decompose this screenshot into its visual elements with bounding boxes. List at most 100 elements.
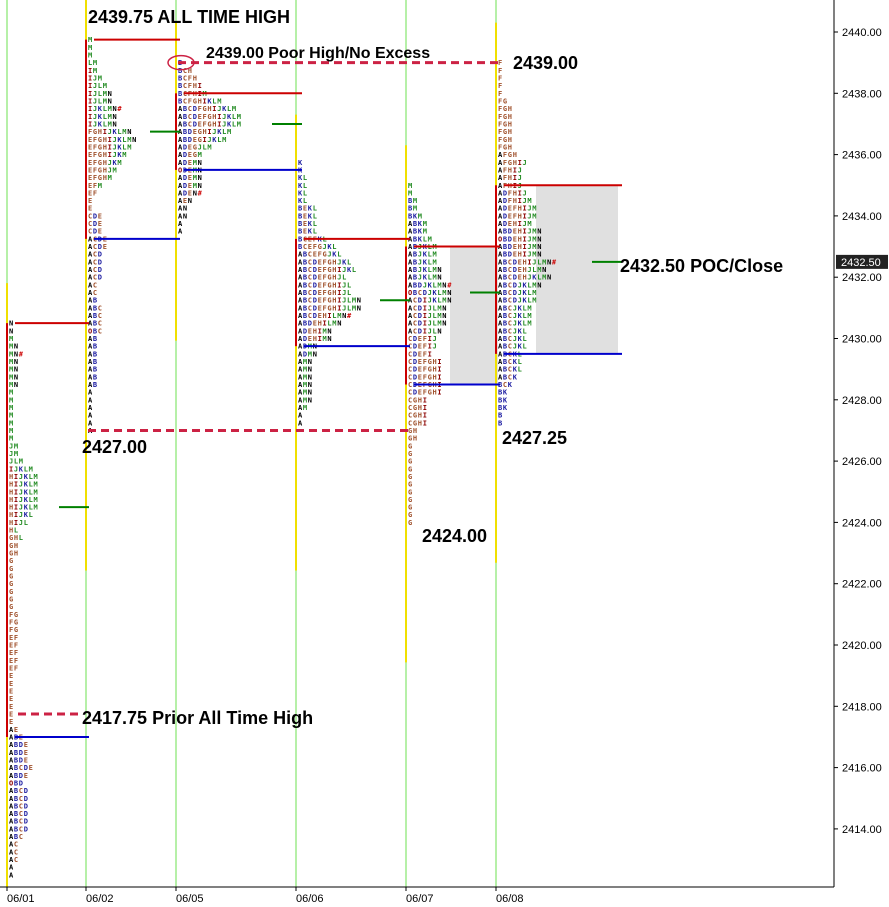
tpo-row: CDE xyxy=(88,228,102,236)
tpo-row: BK xyxy=(498,389,508,397)
tpo-row: G xyxy=(408,511,412,519)
tpo-row: MN xyxy=(9,373,18,381)
tpo-row: AB xyxy=(88,350,97,358)
tpo-row: IM xyxy=(88,67,97,75)
tpo-row: ADFHIJ xyxy=(498,189,527,197)
tpo-row: E xyxy=(9,680,13,688)
tpo-row: ABDE xyxy=(9,772,28,780)
tpo-row: EFGHJM xyxy=(88,166,117,174)
tpo-row: MN xyxy=(9,343,18,351)
tpo-row: ABCDEHJKLMN xyxy=(498,274,551,282)
tpo-row: AMN xyxy=(298,358,312,366)
tpo-row: EF xyxy=(88,189,97,197)
tpo-row: ABCDEFGHIJL xyxy=(298,281,351,289)
tpo-row: K xyxy=(298,159,303,167)
tpo-row: N xyxy=(9,320,13,328)
y-tick-label: 2438.00 xyxy=(842,88,882,100)
tpo-row: AC xyxy=(88,281,97,289)
annotation-label: 2439.75 ALL TIME HIGH xyxy=(88,7,290,27)
tpo-row: BK xyxy=(498,404,508,412)
tpo-row: IJLMN xyxy=(88,90,112,98)
tpo-row: HL xyxy=(9,527,18,535)
tpo-row: HIJKLM xyxy=(9,473,38,481)
tpo-row: B xyxy=(498,412,502,420)
tpo-row: JM xyxy=(9,442,18,450)
tpo-row: KL xyxy=(298,197,307,205)
tpo-row: FGH xyxy=(498,143,512,151)
tpo-row: AFHIJ xyxy=(498,166,522,174)
tpo-row: ADEFHIJM xyxy=(498,205,537,213)
tpo-row: E xyxy=(9,710,13,718)
tpo-row: EF xyxy=(9,657,18,665)
tpo-row: G xyxy=(408,496,412,504)
tpo-row: M xyxy=(9,419,13,427)
tpo-row: ACD xyxy=(88,251,102,259)
tpo-row: FGH xyxy=(498,120,512,128)
tpo-row: ADEFHIJM xyxy=(498,212,537,220)
tpo-row: G xyxy=(408,519,412,527)
tpo-row: HIJKLM xyxy=(9,504,38,512)
tpo-row: CDEFIJ xyxy=(408,335,437,343)
date-label: 06/08 xyxy=(496,893,524,905)
tpo-row: ACDIJLMN xyxy=(408,312,447,320)
tpo-row: A xyxy=(88,412,93,420)
tpo-row: CDEFGHI xyxy=(408,358,442,366)
tpo-row: HIJL xyxy=(9,519,28,527)
tpo-row: ABCKL xyxy=(498,366,522,374)
tpo-row: ABCJKLM xyxy=(498,304,532,312)
tpo-row: EFM xyxy=(88,182,102,190)
tpo-row: G xyxy=(408,450,412,458)
tpo-row: AMN xyxy=(298,389,312,397)
tpo-row: BEKL xyxy=(298,205,317,213)
tpo-row: CDEFGHI xyxy=(408,389,442,397)
tpo-row: ABCDJKLM xyxy=(498,289,537,297)
y-tick-label: 2430.00 xyxy=(842,334,882,346)
tpo-row: AC xyxy=(9,856,18,864)
tpo-row: ABDJKLMN# xyxy=(408,281,452,289)
tpo-row: AFGH xyxy=(498,151,517,159)
tpo-row: ABCDFGHIJKLM xyxy=(178,105,236,113)
tpo-row: ACD xyxy=(88,258,102,266)
tpo-row: ABCDEHILMN# xyxy=(298,312,352,320)
tpo-row: IJM xyxy=(88,74,102,82)
tpo-row: ACD xyxy=(88,266,102,274)
annotations-layer: 2439.75 ALL TIME HIGH 2439.00 Poor High/N… xyxy=(82,7,783,728)
poor-high-circle xyxy=(167,54,195,71)
tpo-row: M xyxy=(88,51,92,59)
tpo-row: AN xyxy=(178,205,187,213)
tpo-row: BCFH xyxy=(178,74,197,82)
date-label: 06/05 xyxy=(176,893,204,905)
tpo-row: AM xyxy=(298,404,307,412)
tpo-row: G xyxy=(9,557,13,565)
tpo-row: ABCD xyxy=(9,825,28,833)
tpo-row: OBC xyxy=(88,327,102,335)
tpo-row: IJKLM xyxy=(9,465,33,473)
tpo-row: AMN xyxy=(298,381,312,389)
tpo-row: ABKM xyxy=(408,220,427,228)
annotation-label: 2424.00 xyxy=(422,526,487,546)
tpo-row: LM xyxy=(88,59,97,67)
tpo-row: M xyxy=(88,44,92,52)
tpo-row: ACDIJKLMN xyxy=(408,297,451,305)
annotation-label: 2439.00 xyxy=(513,53,578,73)
tpo-row: EF xyxy=(9,634,18,642)
tpo-row: GH xyxy=(9,550,18,558)
y-tick-label: 2422.00 xyxy=(842,579,882,591)
tpo-row: OBD xyxy=(9,779,23,787)
tpo-row: M xyxy=(9,435,13,443)
tpo-row: ACD xyxy=(88,274,102,282)
tpo-row: A xyxy=(178,220,183,228)
tpo-row: ABCDEFGHIJLMN xyxy=(298,304,361,312)
tpo-row: G xyxy=(9,603,13,611)
y-tick-label: 2414.00 xyxy=(842,824,882,836)
tpo-row: CDE xyxy=(88,212,102,220)
tpo-row: BCFGHIKLM xyxy=(178,97,221,105)
tpo-row: HIJKLM xyxy=(9,496,38,504)
tpo-row: ABCD xyxy=(9,787,28,795)
tpo-row: CGHI xyxy=(408,412,427,420)
tpo-row: IJLMN xyxy=(88,97,112,105)
tpo-row: M xyxy=(88,36,92,44)
tpo-row: HIJKLM xyxy=(9,481,38,489)
y-tick-label: 2416.00 xyxy=(842,763,882,775)
tpo-row: FG xyxy=(9,611,18,619)
